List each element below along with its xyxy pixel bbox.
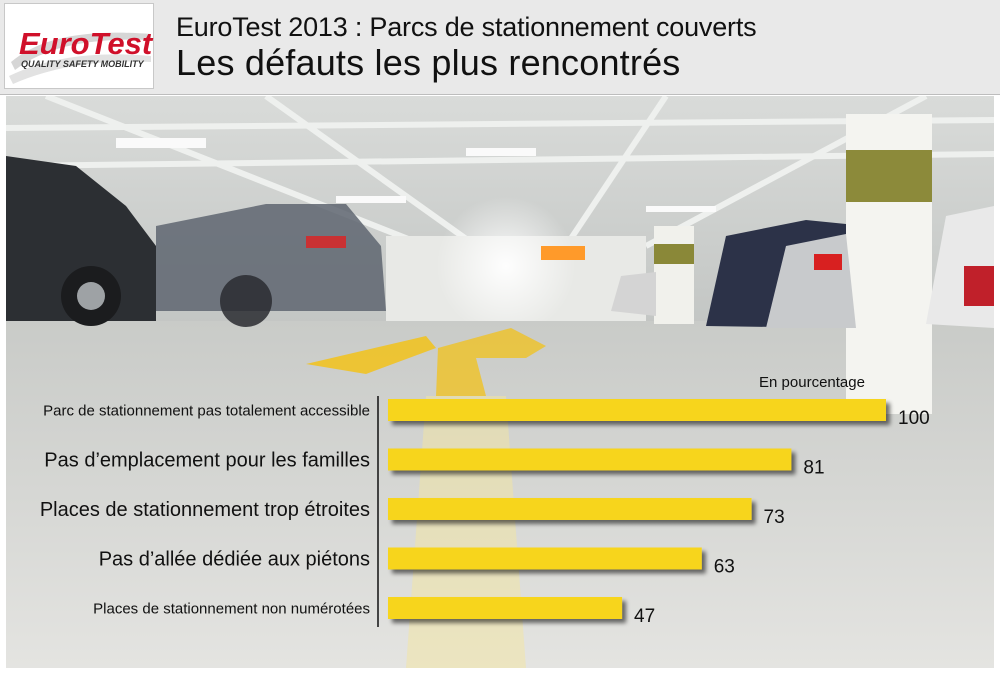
bar-1 — [388, 399, 886, 421]
logo-tagline: QUALITY SAFETY MOBILITY — [21, 59, 145, 69]
page-title: EuroTest 2013 : Parcs de stationnement c… — [176, 12, 757, 42]
page-subtitle: Les défauts les plus rencontrés — [176, 42, 681, 83]
category-label-5: Places de stationnement non numérotées — [93, 600, 370, 617]
header-band: EuroTest QUALITY SAFETY MOBILITY EuroTes… — [0, 0, 1000, 95]
logo-wordmark: EuroTest — [19, 26, 154, 61]
value-label-3: 73 — [764, 507, 785, 528]
unit-label: En pourcentage — [759, 374, 865, 391]
eurotest-logo: EuroTest QUALITY SAFETY MOBILITY — [4, 3, 154, 89]
category-label-4: Pas d’allée dédiée aux piétons — [99, 549, 370, 571]
logo-swoosh-icon: EuroTest QUALITY SAFETY MOBILITY — [9, 26, 154, 84]
bar-2 — [388, 448, 792, 471]
value-label-2: 81 — [803, 458, 824, 479]
category-label-3: Places de stationnement trop étroites — [40, 499, 370, 521]
parking-garage-photo — [5, 93, 995, 668]
value-label-1: 100 — [898, 408, 930, 429]
bar-3 — [388, 498, 752, 520]
category-label-1: Parc de stationnement pas totalement acc… — [43, 402, 370, 419]
bar-5 — [388, 597, 623, 619]
bar-4 — [388, 547, 702, 570]
value-label-5: 47 — [634, 606, 655, 627]
parking-background-illustration — [5, 93, 995, 668]
category-label-2: Pas d’emplacement pour les familles — [44, 450, 370, 472]
value-label-4: 63 — [714, 557, 735, 578]
